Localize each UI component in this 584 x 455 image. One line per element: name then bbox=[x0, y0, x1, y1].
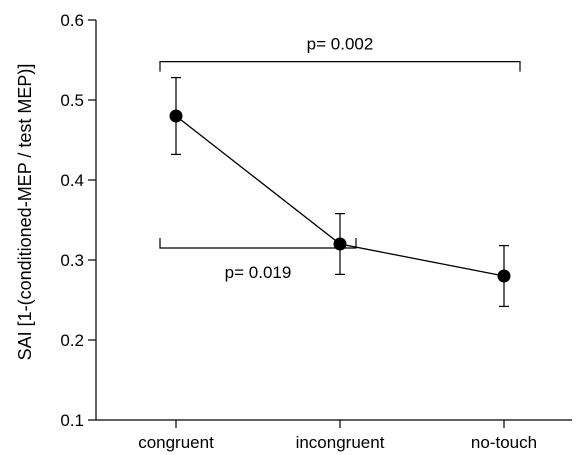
x-tick-label: no-touch bbox=[471, 433, 537, 452]
axes bbox=[95, 20, 572, 421]
annotations: p= 0.002 p= 0.019 bbox=[159, 35, 521, 282]
x-ticks: congruent incongruent no-touch bbox=[138, 420, 537, 452]
significance-label: p= 0.002 bbox=[307, 35, 374, 54]
y-axis-label: SAI [1-(conditioned-MEP / test MEP)] bbox=[15, 64, 35, 361]
data-point bbox=[333, 237, 347, 251]
significance-bracket bbox=[159, 61, 521, 72]
y-tick-label: 0.5 bbox=[60, 91, 84, 110]
data-point bbox=[169, 109, 183, 123]
x-tick-label: incongruent bbox=[296, 433, 385, 452]
y-tick-label: 0.6 bbox=[60, 11, 84, 30]
series bbox=[169, 76, 511, 307]
y-tick-label: 0.2 bbox=[60, 331, 84, 350]
x-tick-label: congruent bbox=[138, 433, 214, 452]
significance-bracket bbox=[159, 238, 357, 249]
y-tick-label: 0.1 bbox=[60, 411, 84, 430]
y-tick-label: 0.4 bbox=[60, 171, 84, 190]
y-ticks: 0.1 0.2 0.3 0.4 0.5 0.6 bbox=[60, 11, 96, 430]
data-point bbox=[497, 269, 511, 283]
y-tick-label: 0.3 bbox=[60, 251, 84, 270]
significance-label: p= 0.019 bbox=[225, 263, 292, 282]
